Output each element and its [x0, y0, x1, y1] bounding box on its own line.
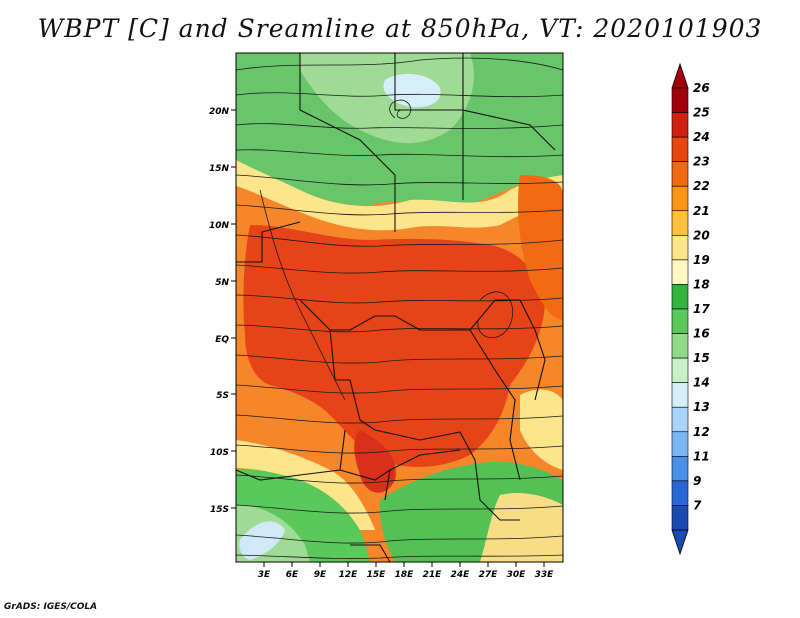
colorbar-segment: [671, 505, 689, 531]
colorbar-label: 13: [693, 400, 710, 414]
field-red-core: [243, 225, 545, 467]
lon-tick: 21E: [423, 562, 443, 580]
lon-label: 27E: [479, 570, 499, 580]
lat-tick: 5N: [215, 278, 236, 288]
colorbar-segment: [671, 357, 689, 383]
colorbar-segment: [671, 333, 689, 359]
colorbar-segment: [671, 308, 689, 334]
field-yellow-southeast: [480, 493, 563, 562]
colorbar-segment: [671, 136, 689, 162]
lon-label: 3E: [258, 570, 271, 580]
lon-label: 12E: [339, 570, 359, 580]
lat-label: 15N: [209, 164, 230, 174]
lon-label: 30E: [507, 570, 527, 580]
lat-label: EQ: [215, 335, 229, 345]
colorbar-segment: [671, 284, 689, 310]
colorbar-segment: [671, 112, 689, 138]
colorbar-label: 19: [693, 253, 710, 267]
colorbar-label: 26: [693, 81, 710, 95]
map-plot-area: [236, 53, 563, 562]
colorbar-label: 23: [693, 155, 710, 169]
colorbar-label: 18: [693, 277, 710, 291]
colorbar-segment: [671, 259, 689, 285]
lon-tick: 15E: [367, 562, 387, 580]
colorbar-label: 9: [693, 474, 701, 488]
lon-label: 24E: [451, 570, 471, 580]
lon-tick: 27E: [479, 562, 499, 580]
colorbar-label: 7: [693, 498, 702, 512]
colorbar-segment: [671, 161, 689, 187]
country-borders: [236, 53, 556, 562]
lon-label: 21E: [423, 570, 443, 580]
colorbar-label: 25: [693, 106, 710, 120]
colorbar-label: 12: [693, 425, 710, 439]
lon-tick: 12E: [339, 562, 359, 580]
colorbar-segment: [671, 87, 689, 113]
colorbar-segment: [671, 431, 689, 457]
lon-tick: 18E: [395, 562, 415, 580]
colorbar-label: 14: [693, 376, 710, 390]
colorbar-top-arrow: [671, 62, 689, 89]
lon-label: 6E: [286, 570, 299, 580]
lat-tick: 10N: [209, 221, 236, 231]
lon-tick: 33E: [535, 562, 555, 580]
colorbar-label: 11: [693, 449, 710, 463]
colorbar-segment: [671, 382, 689, 408]
lon-tick: 30E: [507, 562, 527, 580]
field-cyan-north: [383, 73, 441, 108]
lat-label: 10S: [210, 448, 229, 458]
colorbar-segment: [671, 210, 689, 236]
lon-tick: 24E: [451, 562, 471, 580]
lat-label: 10N: [209, 221, 230, 231]
colorbar-segment: [671, 406, 689, 433]
field-lightgreen-north: [300, 53, 474, 144]
lat-label: 5S: [216, 391, 229, 401]
lon-label: 18E: [395, 570, 415, 580]
lat-label: 20N: [209, 107, 230, 117]
colorbar-label: 16: [693, 327, 710, 341]
lon-label: 33E: [535, 570, 555, 580]
colorbar-segment: [671, 480, 689, 506]
lon-tick: 9E: [314, 562, 327, 580]
colorbar-label: 20: [693, 228, 710, 242]
colorbar-bottom-arrow: [671, 529, 689, 556]
colorbar-label: 15: [693, 351, 710, 365]
lon-label: 15E: [367, 570, 387, 580]
lat-tick: 15N: [209, 164, 236, 174]
lon-axis: 3E 6E 9E 12E 15E 18E 21E 24E 27E 30E 33E: [258, 562, 554, 580]
map-figure: 20N 15N 10N 5N EQ 5S 10S 15S 3E 6E 9E 12…: [209, 52, 710, 580]
colorbar-label: 22: [693, 179, 710, 193]
lat-tick: 15S: [210, 505, 236, 515]
footer-credit: GrADS: IGES/COLA: [4, 602, 98, 612]
lat-tick: EQ: [215, 335, 236, 345]
streamlines: [236, 57, 563, 559]
lat-tick: 5S: [216, 391, 236, 401]
colorbar-label: 17: [693, 302, 710, 316]
colorbar-segment: [671, 456, 689, 482]
lon-tick: 6E: [286, 562, 299, 580]
field-yellow-east: [520, 389, 563, 470]
lat-label: 15S: [210, 505, 229, 515]
field-cyan-south: [239, 521, 285, 560]
lat-axis: 20N 15N 10N 5N EQ 5S 10S 15S: [209, 107, 236, 515]
colorbar-segment: [671, 235, 689, 261]
colorbar-label: 21: [693, 204, 710, 218]
colorbar-label: 24: [693, 130, 710, 144]
colorbar-segment: [671, 185, 689, 212]
map-frame: [235, 52, 564, 563]
lat-tick: 20N: [209, 107, 236, 117]
lon-label: 9E: [314, 570, 327, 580]
field-orange-east: [518, 175, 563, 320]
chart-title: WBPT [C] and Sreamline at 850hPa, VT: 20…: [37, 14, 763, 43]
colorbar: 26 25 24 23 22 21 20 19 18 17 16 15 14 13 12 11 9 7: [671, 62, 710, 556]
lat-label: 5N: [215, 278, 229, 288]
lat-tick: 10S: [210, 448, 236, 458]
lon-tick: 3E: [258, 562, 271, 580]
field-yellow-south: [236, 440, 375, 530]
